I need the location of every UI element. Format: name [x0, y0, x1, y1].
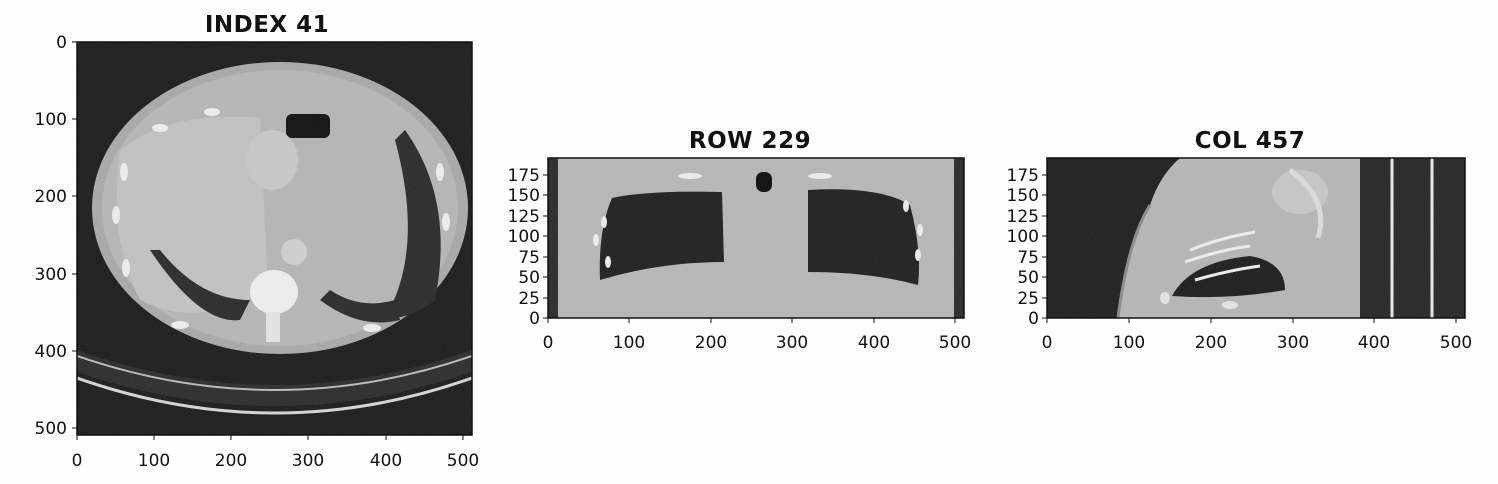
- axial-frame: [76, 41, 473, 436]
- coronal-x-tick: 100: [613, 333, 645, 353]
- sagittal-x-tick: 500: [1440, 333, 1472, 353]
- axial-y-tick: 100: [35, 110, 67, 130]
- axial-x-tick: 500: [447, 451, 479, 471]
- sagittal-y-tick: 50: [1017, 268, 1039, 288]
- axial-title: INDEX 41: [205, 12, 329, 38]
- coronal-y-axis: 0 25 50 75 100 125 150 175: [508, 166, 548, 329]
- coronal-y-tick: 125: [508, 207, 540, 227]
- sagittal-x-tick: 200: [1195, 333, 1227, 353]
- sagittal-y-axis: 0 25 50 75 100 125 150 175: [1007, 166, 1047, 329]
- axial-y-tick: 400: [35, 342, 67, 362]
- sagittal-y-tick: 0: [1028, 309, 1039, 329]
- sagittal-y-tick: 150: [1007, 186, 1039, 206]
- axial-panel: INDEX 41: [35, 12, 480, 471]
- coronal-x-axis: 0 100 200 300 400 500: [543, 318, 971, 353]
- axial-x-axis: 0 100 200 300 400 500: [72, 435, 479, 471]
- sagittal-x-tick: 0: [1042, 333, 1053, 353]
- sagittal-x-tick: 300: [1277, 333, 1309, 353]
- coronal-title: ROW 229: [689, 128, 811, 154]
- coronal-y-tick: 50: [518, 268, 540, 288]
- coronal-ct-image: [548, 158, 964, 318]
- sagittal-title: COL 457: [1195, 128, 1306, 154]
- sagittal-y-tick: 75: [1017, 248, 1039, 268]
- axial-y-tick: 0: [56, 33, 67, 53]
- sagittal-x-axis: 0 100 200 300 400 500: [1042, 318, 1472, 353]
- sagittal-y-tick: 100: [1007, 227, 1039, 247]
- sagittal-frame: [1046, 157, 1466, 319]
- coronal-x-tick: 200: [695, 333, 727, 353]
- coronal-y-tick: 25: [518, 289, 540, 309]
- sagittal-y-tick: 175: [1007, 166, 1039, 186]
- axial-y-tick: 500: [35, 419, 67, 439]
- axial-x-tick: 100: [138, 451, 170, 471]
- sagittal-y-tick: 125: [1007, 207, 1039, 227]
- coronal-x-tick: 0: [543, 333, 554, 353]
- sagittal-panel: COL 457: [1007, 128, 1473, 353]
- coronal-y-tick: 0: [529, 309, 540, 329]
- sagittal-x-tick: 400: [1358, 333, 1390, 353]
- axial-x-tick: 300: [292, 451, 324, 471]
- coronal-y-tick: 175: [508, 166, 540, 186]
- axial-x-tick: 200: [215, 451, 247, 471]
- axial-x-tick: 400: [370, 451, 402, 471]
- coronal-y-tick: 100: [508, 227, 540, 247]
- axial-y-tick: 300: [35, 265, 67, 285]
- coronal-panel: ROW 229: [508, 128, 972, 353]
- sagittal-ct-image: [1047, 158, 1465, 318]
- coronal-y-tick: 150: [508, 186, 540, 206]
- coronal-frame: [547, 157, 965, 319]
- coronal-x-tick: 400: [858, 333, 890, 353]
- coronal-y-tick: 75: [518, 248, 540, 268]
- axial-y-axis: 0 100 200 300 400 500: [35, 33, 77, 439]
- coronal-x-tick: 300: [776, 333, 808, 353]
- axial-ct-image: [77, 42, 472, 435]
- axial-x-tick: 0: [72, 451, 83, 471]
- sagittal-x-tick: 100: [1113, 333, 1145, 353]
- sagittal-y-tick: 25: [1017, 289, 1039, 309]
- axial-y-tick: 200: [35, 187, 67, 207]
- coronal-x-tick: 500: [939, 333, 971, 353]
